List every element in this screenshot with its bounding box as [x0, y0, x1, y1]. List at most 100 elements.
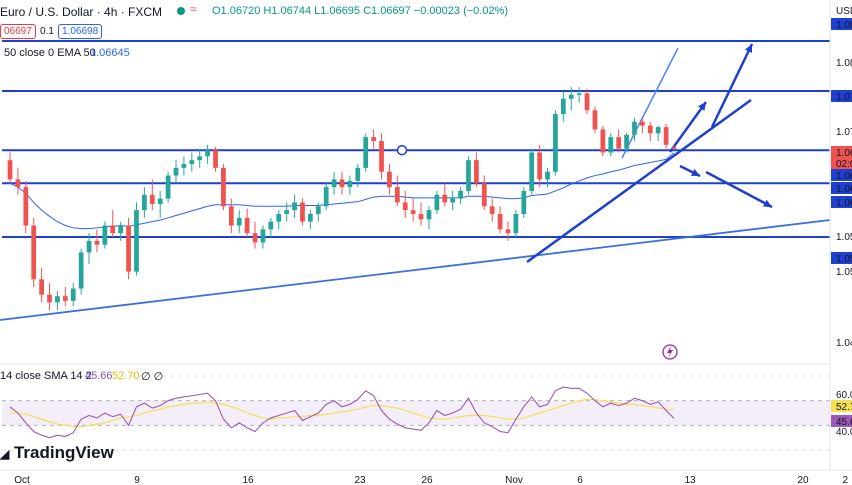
price-tick-label: 1.07: [836, 127, 852, 138]
time-tick-label: 23: [354, 475, 366, 485]
candle-body: [379, 140, 384, 172]
candle-body: [323, 187, 329, 207]
candle-body: [102, 225, 108, 245]
tv-logo-icon: ◢: [0, 447, 10, 461]
candle-body: [292, 202, 297, 211]
candle-body: [418, 213, 424, 220]
candle-body: [173, 167, 179, 176]
ema-value: 1.06645: [90, 47, 130, 59]
candle-body: [481, 183, 487, 207]
candle-body: [600, 129, 606, 153]
symbol-title[interactable]: Euro / U.S. Dollar · 4h · FXCM: [0, 5, 163, 19]
candle-body: [142, 194, 147, 211]
rsi-tick-label: 52.7: [836, 402, 852, 413]
up-arrow-long-head: [744, 44, 753, 53]
candle-body: [387, 171, 392, 188]
candle-body: [608, 137, 614, 153]
price-tag-bg: [831, 196, 852, 208]
rsi-tick-label: 40.0: [836, 427, 852, 438]
lightning-alert-icon[interactable]: [662, 344, 678, 360]
candle-body: [276, 213, 282, 222]
candle-body: [537, 152, 542, 180]
candle-body: [86, 240, 92, 253]
candle-body: [189, 160, 195, 165]
candle-body: [363, 137, 369, 168]
rsi-sma-value: 52.70: [112, 370, 140, 382]
rsi-sma-series: [10, 398, 675, 428]
candle-body: [647, 125, 653, 134]
price-tag-bg: [831, 169, 852, 181]
up-arrow-short: [668, 101, 708, 153]
up-arrow-long: [710, 43, 754, 128]
time-tick-label: 16: [242, 475, 254, 485]
long-support-trendline: [0, 219, 831, 321]
time-tick-label: Oct: [14, 475, 30, 485]
rsi-panel: [2, 375, 830, 451]
price-tag-bg: [831, 252, 852, 264]
candle-body: [474, 160, 479, 184]
bid-price[interactable]: 06697: [0, 24, 36, 39]
candle-body: [213, 150, 218, 168]
candle-body: [78, 252, 84, 289]
candle-body: [655, 127, 661, 134]
rsi-value: 45.66: [85, 370, 113, 382]
candle-body: [339, 179, 345, 188]
price-tick-label: 1.08: [836, 20, 852, 31]
price-tag-bg: [831, 157, 852, 169]
candle-body: [331, 179, 337, 188]
ohlc-readout: O1.06720 H1.06744 L1.06695 C1.06697 −0.0…: [212, 5, 509, 17]
time-tick-label: 6: [577, 475, 583, 485]
candle-body: [134, 210, 139, 272]
candle-body: [450, 198, 456, 203]
time-tick-label: Nov: [505, 475, 523, 485]
candle-body: [410, 210, 416, 214]
candle-body: [110, 225, 116, 234]
ema-legend[interactable]: 50 close 0 EMA 50: [4, 47, 96, 59]
candle-body: [221, 167, 226, 207]
candle-body: [513, 213, 519, 234]
down-arrow-long: [705, 170, 773, 209]
candle-body: [671, 147, 677, 149]
price-tag-bg: [831, 146, 852, 158]
wave-icon[interactable]: ≈: [190, 2, 197, 16]
currency-label: USD: [836, 6, 852, 17]
candle-body: [315, 206, 321, 214]
candle-body: [15, 179, 21, 188]
candle-body: [505, 229, 511, 234]
candle-body: [402, 202, 408, 211]
ask-price[interactable]: 1.06698: [58, 24, 103, 39]
candle-body: [70, 288, 76, 301]
price-tick-label: 1.06: [836, 171, 852, 182]
candle-body: [466, 160, 471, 191]
candle-body: [592, 110, 598, 130]
tradingview-logo[interactable]: ◢ TradingView: [0, 443, 114, 463]
rsi-tick-label: 60.0: [836, 390, 852, 401]
price-tick-label: 1.06: [836, 198, 852, 209]
candle-body: [434, 194, 440, 211]
candle-body: [23, 187, 29, 226]
candle-body: [252, 233, 258, 243]
candle-body: [260, 229, 266, 243]
candle-body: [118, 225, 124, 234]
candle-body: [632, 121, 637, 135]
rsi-legend[interactable]: 14 close SMA 14 2: [0, 370, 92, 382]
candle-body: [458, 190, 463, 199]
candle-body: [308, 213, 313, 222]
down-arrow-long-head: [763, 199, 772, 207]
candle-body: [663, 127, 669, 145]
price-tick-label: 1.07: [836, 92, 852, 103]
candle-body: [197, 156, 203, 161]
candle-body: [31, 225, 37, 280]
candle-body: [94, 240, 100, 245]
price-tick-label: 02:0: [836, 159, 852, 170]
time-tick-label: 2: [842, 475, 848, 485]
price-tick-label: 1.05: [836, 232, 852, 243]
candle-body: [616, 137, 622, 149]
candle-body: [284, 210, 290, 214]
price-tick-label: 1.04: [836, 338, 852, 349]
price-tag-bg: [831, 90, 852, 102]
candle-body: [55, 296, 60, 303]
time-tick-label: 26: [421, 475, 433, 485]
